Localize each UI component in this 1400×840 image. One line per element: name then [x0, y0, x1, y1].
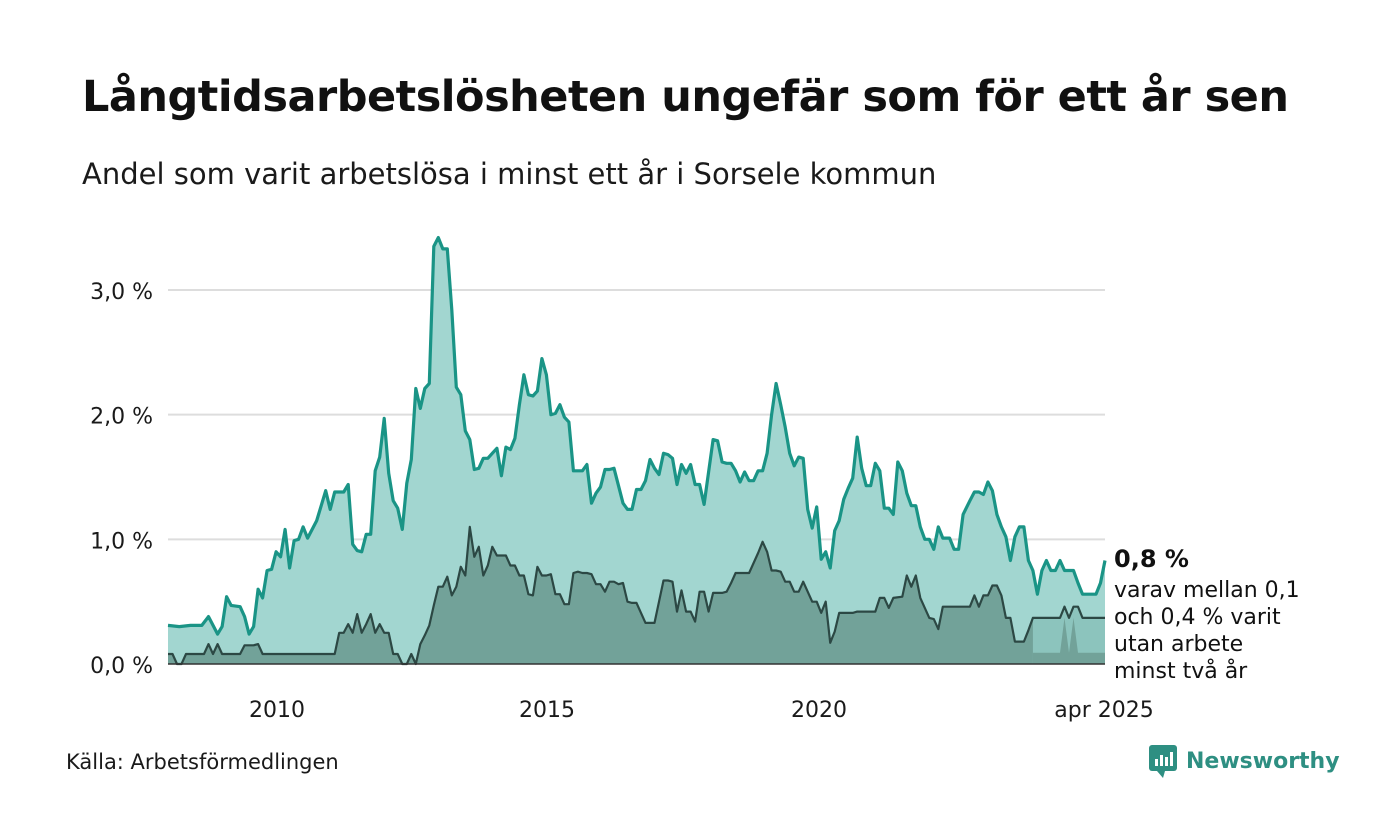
- chart-subtitle: Andel som varit arbetslösa i minst ett å…: [82, 157, 937, 191]
- brand-name: Newsworthy: [1186, 748, 1340, 774]
- y-tick-label-3: 3,0 %: [90, 280, 153, 305]
- x-tick-label-3: apr 2025: [1054, 698, 1153, 723]
- x-axis-ticks: 2010 2015 2020 apr 2025: [249, 698, 1154, 723]
- end-value-label: 0,8 %: [1114, 545, 1189, 573]
- y-tick-label-0: 0,0 %: [90, 654, 153, 679]
- series-total-area: [168, 237, 1105, 664]
- y-tick-label-1: 1,0 %: [90, 529, 153, 554]
- x-tick-label-2: 2020: [791, 698, 847, 723]
- end-note-line-0: varav mellan 0,1: [1114, 578, 1300, 603]
- x-tick-label-0: 2010: [249, 698, 305, 723]
- series-longterm-area: [168, 526, 1033, 664]
- newsworthy-icon: [1149, 745, 1177, 778]
- series-longterm-floor: [1032, 617, 1105, 664]
- y-axis-ticks: 0,0 % 1,0 % 2,0 % 3,0 %: [90, 280, 153, 679]
- y-tick-label-2: 2,0 %: [90, 405, 153, 430]
- series-total-line: [167, 236, 1107, 636]
- end-note-line-3: minst två år: [1114, 658, 1248, 684]
- end-note-line-1: och 0,4 % varit: [1114, 605, 1281, 630]
- end-note-line-2: utan arbete: [1114, 632, 1243, 657]
- brand-logo: Newsworthy: [1148, 744, 1340, 778]
- series-longterm-line: [168, 525, 1105, 666]
- chart-title: Långtidsarbetslösheten ungefär som för e…: [82, 72, 1289, 122]
- area-series: [167, 236, 1107, 666]
- source-note: Källa: Arbetsförmedlingen: [66, 750, 339, 774]
- x-tick-label-1: 2015: [519, 698, 575, 723]
